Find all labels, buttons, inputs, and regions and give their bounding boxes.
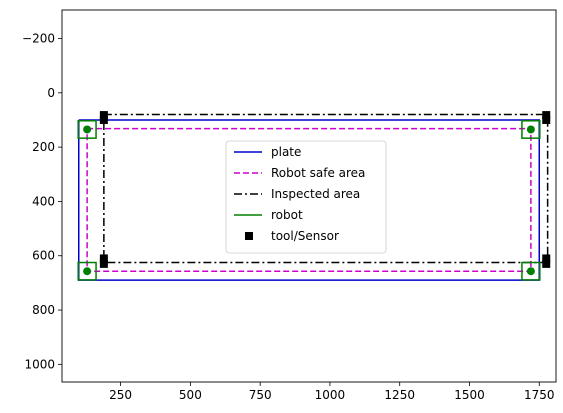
series-layer bbox=[77, 111, 551, 281]
tool-sensor-point bbox=[99, 115, 108, 124]
axes-frame bbox=[61, 9, 557, 383]
x-axis: 250 500 750 1000 1250 1500 1750 bbox=[109, 382, 555, 402]
legend-label: plate bbox=[271, 145, 301, 159]
tool-sensor-point bbox=[542, 259, 551, 268]
robot-outline bbox=[77, 120, 97, 139]
x-tick-label: 1500 bbox=[454, 388, 485, 402]
x-tick-label: 750 bbox=[249, 388, 272, 402]
y-tick-label: −200 bbox=[22, 32, 55, 46]
x-tick-label: 1750 bbox=[524, 388, 555, 402]
tool-sensor-point bbox=[99, 254, 108, 263]
x-tick-label: 1000 bbox=[315, 388, 346, 402]
tool-sensor-point bbox=[542, 111, 551, 120]
tool-sensor-point bbox=[99, 259, 108, 268]
robot-point bbox=[83, 267, 92, 276]
robot-point bbox=[526, 267, 535, 276]
y-tick-label: 800 bbox=[32, 303, 55, 317]
y-tick-label: 200 bbox=[32, 140, 55, 154]
y-tick-label: 600 bbox=[32, 249, 55, 263]
tool-sensor-point bbox=[542, 115, 551, 124]
inspected-area-line bbox=[103, 113, 549, 264]
legend-label: Robot safe area bbox=[271, 166, 365, 180]
robot-point bbox=[526, 125, 535, 134]
robot-outline bbox=[521, 120, 541, 139]
y-tick-label: 400 bbox=[32, 194, 55, 208]
y-axis: −200 0 200 400 600 800 1000 bbox=[22, 32, 62, 371]
robot-point bbox=[83, 125, 92, 134]
legend: plate Robot safe area Inspected area robot t… bbox=[225, 140, 387, 254]
y-tick-label: 0 bbox=[47, 86, 55, 100]
x-tick-label: 1250 bbox=[384, 388, 415, 402]
tool-sensor-point bbox=[542, 254, 551, 263]
x-tick-label: 500 bbox=[179, 388, 202, 402]
tool-sensor-point bbox=[99, 111, 108, 120]
legend-marker bbox=[245, 232, 253, 240]
legend-box bbox=[225, 140, 387, 254]
legend-label: Inspected area bbox=[271, 187, 360, 201]
legend-label: robot bbox=[271, 208, 303, 222]
y-tick-label: 1000 bbox=[24, 357, 55, 371]
robot-outline bbox=[77, 261, 97, 281]
robot-outline bbox=[521, 261, 541, 281]
legend-label: tool/Sensor bbox=[271, 229, 339, 243]
x-tick-label: 250 bbox=[109, 388, 132, 402]
